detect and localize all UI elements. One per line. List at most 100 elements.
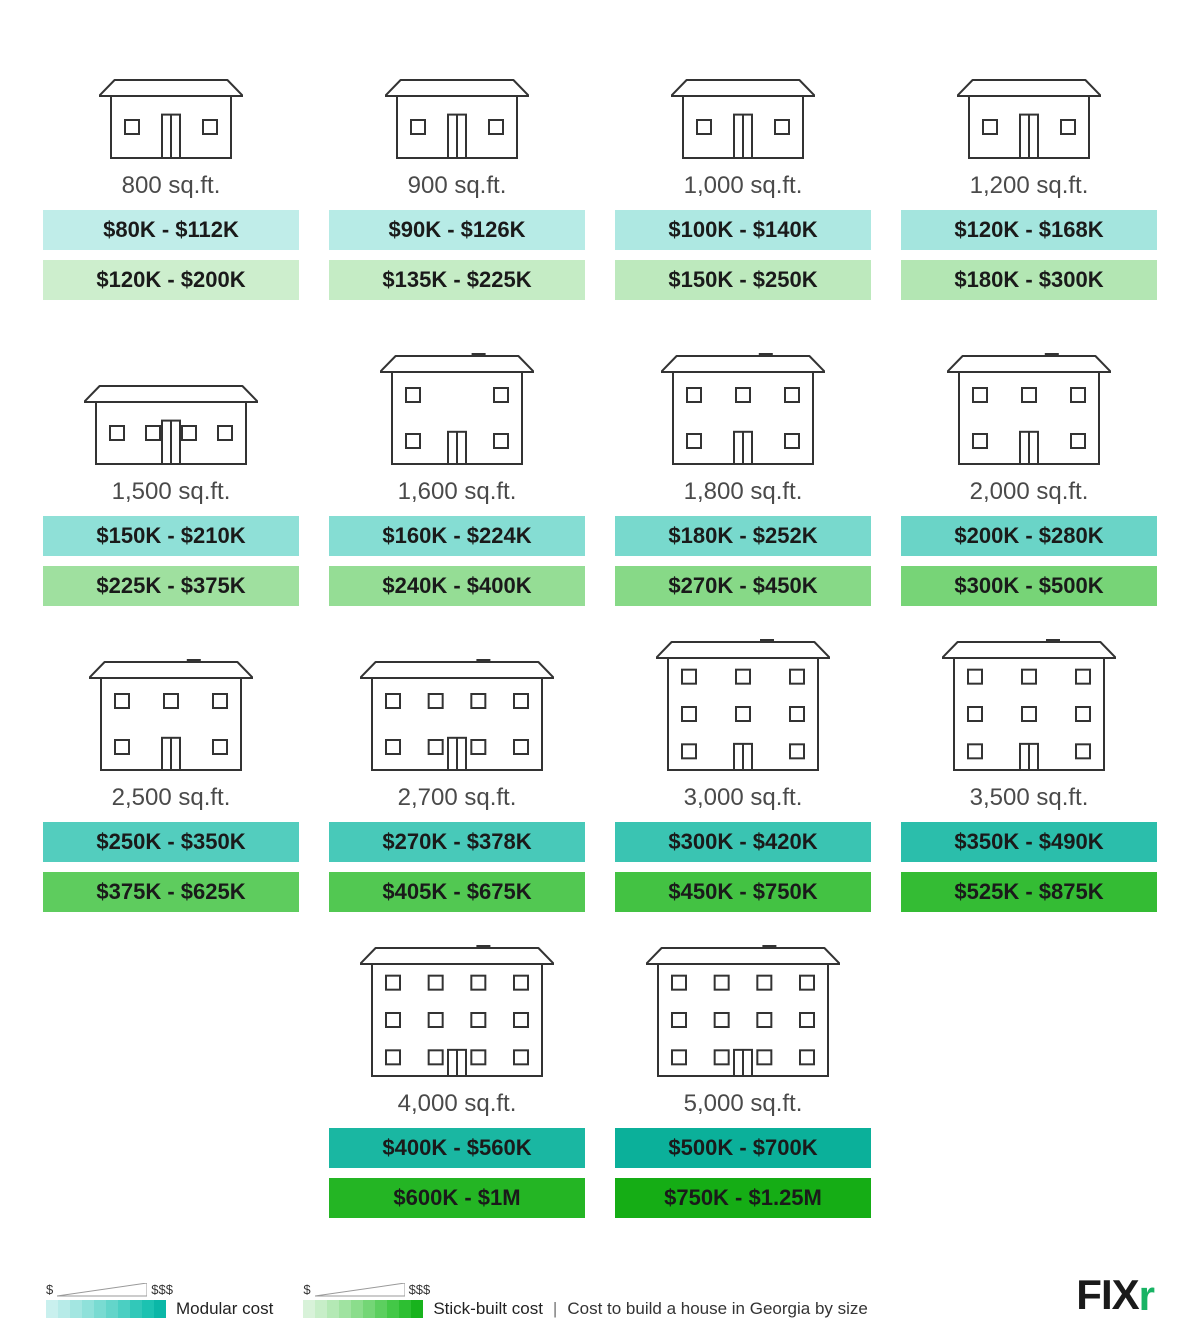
size-label: 1,500 sq.ft. (112, 478, 231, 506)
house-card: 3,500 sq.ft. $350K - $490K $525K - $875K (901, 642, 1157, 912)
size-label: 2,700 sq.ft. (398, 784, 517, 812)
legend-separator: | (553, 1299, 557, 1319)
house-icon (671, 30, 815, 160)
house-card: 2,700 sq.ft. $270K - $378K $405K - $675K (329, 642, 585, 912)
stick-built-cost: $150K - $250K (615, 260, 871, 300)
house-card: 2,000 sq.ft. $200K - $280K $300K - $500K (901, 336, 1157, 606)
house-card: 4,000 sq.ft. $400K - $560K $600K - $1M (329, 948, 585, 1218)
house-icon (360, 948, 554, 1078)
stick-built-cost: $450K - $750K (615, 872, 871, 912)
house-icon (942, 642, 1116, 772)
legend-low-symbol: $ (303, 1282, 310, 1297)
modular-swatches (46, 1300, 166, 1318)
size-label: 2,500 sq.ft. (112, 784, 231, 812)
house-icon (385, 30, 529, 160)
legend-modular-label: Modular cost (176, 1299, 273, 1319)
cards-grid: 800 sq.ft.$80K - $112K$120K - $200K900 s… (40, 30, 1160, 1241)
swatch (327, 1300, 339, 1318)
size-label: 1,000 sq.ft. (684, 172, 803, 200)
house-icon (99, 30, 243, 160)
swatch (82, 1300, 94, 1318)
house-icon (380, 336, 534, 466)
size-label: 5,000 sq.ft. (684, 1090, 803, 1118)
wedge-icon (315, 1283, 405, 1297)
modular-cost: $500K - $700K (615, 1128, 871, 1168)
modular-cost: $150K - $210K (43, 516, 299, 556)
size-label: 1,600 sq.ft. (398, 478, 517, 506)
modular-cost: $200K - $280K (901, 516, 1157, 556)
stick-built-cost: $750K - $1.25M (615, 1178, 871, 1218)
house-card: 2,500 sq.ft. $250K - $350K $375K - $625K (43, 642, 299, 912)
legend-modular: $ $$$ Modular cost (46, 1282, 273, 1319)
wedge-icon (57, 1283, 147, 1297)
swatch (351, 1300, 363, 1318)
size-label: 4,000 sq.ft. (398, 1090, 517, 1118)
logo-main: FIX (1076, 1271, 1138, 1319)
swatch (130, 1300, 142, 1318)
house-card: 5,000 sq.ft. $500K - $700K $750K - $1.25M (615, 948, 871, 1218)
modular-cost: $350K - $490K (901, 822, 1157, 862)
house-icon (947, 336, 1111, 466)
swatch (315, 1300, 327, 1318)
size-label: 800 sq.ft. (122, 172, 221, 200)
stick-built-cost: $300K - $500K (901, 566, 1157, 606)
house-icon (84, 336, 258, 466)
card-row: 800 sq.ft.$80K - $112K$120K - $200K900 s… (40, 30, 1160, 300)
house-card: 900 sq.ft.$90K - $126K$135K - $225K (329, 30, 585, 300)
house-card: 1,600 sq.ft.$160K - $224K$240K - $400K (329, 336, 585, 606)
swatch (303, 1300, 315, 1318)
swatch (387, 1300, 399, 1318)
modular-cost: $120K - $168K (901, 210, 1157, 250)
logo-accent: r (1139, 1272, 1154, 1320)
modular-cost: $160K - $224K (329, 516, 585, 556)
swatch (70, 1300, 82, 1318)
modular-cost: $180K - $252K (615, 516, 871, 556)
card-row: 4,000 sq.ft. $400K - $560K $600K - $1M 5,00… (40, 948, 1160, 1218)
fixr-logo: FIXr (1076, 1271, 1154, 1319)
modular-cost: $250K - $350K (43, 822, 299, 862)
stick-built-cost: $600K - $1M (329, 1178, 585, 1218)
house-card: 800 sq.ft. $80K - $112K $120K - $200K (43, 30, 299, 300)
stick-built-cost: $375K - $625K (43, 872, 299, 912)
swatch (411, 1300, 423, 1318)
size-label: 2,000 sq.ft. (970, 478, 1089, 506)
swatch (339, 1300, 351, 1318)
house-card: 3,000 sq.ft.$300K - $420K$450K - $750K (615, 642, 871, 912)
legend-high-symbol: $$$ (409, 1282, 431, 1297)
stick-built-cost: $405K - $675K (329, 872, 585, 912)
swatch (118, 1300, 130, 1318)
legend-stick-label: Stick-built cost (433, 1299, 543, 1319)
stick-built-cost: $225K - $375K (43, 566, 299, 606)
modular-cost: $100K - $140K (615, 210, 871, 250)
legend-high-symbol: $$$ (151, 1282, 173, 1297)
modular-cost: $80K - $112K (43, 210, 299, 250)
swatch (154, 1300, 166, 1318)
size-label: 1,200 sq.ft. (970, 172, 1089, 200)
swatch (142, 1300, 154, 1318)
house-icon (646, 948, 840, 1078)
house-card: 1,000 sq.ft. $100K - $140K $150K - $250K (615, 30, 871, 300)
stick-built-cost: $120K - $200K (43, 260, 299, 300)
modular-cost: $400K - $560K (329, 1128, 585, 1168)
house-icon (89, 642, 253, 772)
card-row: 1,500 sq.ft.$150K - $210K$225K - $375K1,… (40, 336, 1160, 606)
modular-cost: $270K - $378K (329, 822, 585, 862)
swatch (363, 1300, 375, 1318)
house-icon (661, 336, 825, 466)
house-card: 1,200 sq.ft. $120K - $168K $180K - $300K (901, 30, 1157, 300)
stick-built-cost: $270K - $450K (615, 566, 871, 606)
legend: $ $$$ Modular cost $ $$$ Stick-built cos… (40, 1271, 1160, 1319)
house-icon (656, 642, 830, 772)
swatch (106, 1300, 118, 1318)
size-label: 3,500 sq.ft. (970, 784, 1089, 812)
house-card: 1,500 sq.ft. $150K - $210K $225K - $375K (43, 336, 299, 606)
modular-cost: $300K - $420K (615, 822, 871, 862)
swatch (46, 1300, 58, 1318)
stick-built-cost: $135K - $225K (329, 260, 585, 300)
swatch (399, 1300, 411, 1318)
size-label: 1,800 sq.ft. (684, 478, 803, 506)
stick-built-cost: $525K - $875K (901, 872, 1157, 912)
legend-low-symbol: $ (46, 1282, 53, 1297)
stick-built-cost: $180K - $300K (901, 260, 1157, 300)
modular-cost: $90K - $126K (329, 210, 585, 250)
